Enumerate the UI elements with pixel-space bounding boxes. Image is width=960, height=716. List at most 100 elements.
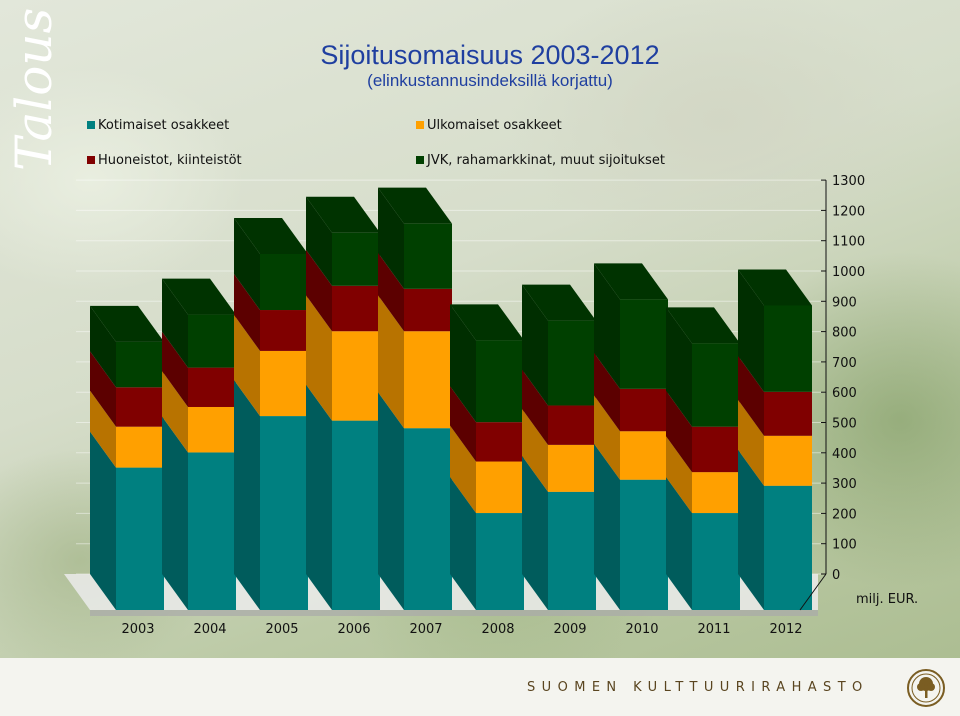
bar-side (378, 295, 404, 429)
bar-side (162, 331, 188, 407)
bar-side (594, 443, 620, 610)
x-tick-label: 2009 (553, 622, 586, 637)
y-tick-label: 600 (832, 386, 857, 401)
bar-segment (116, 467, 164, 610)
bar-side (666, 477, 692, 610)
x-tick-label: 2010 (625, 622, 658, 637)
bar-side (594, 352, 620, 432)
bar-side (522, 408, 548, 492)
bar-side (306, 384, 332, 610)
y-tick-label: 900 (832, 295, 857, 310)
bar-side (738, 355, 764, 436)
legend-label: JVK, rahamarkkinat, muut sijoitukset (427, 153, 665, 168)
bar-side (90, 305, 116, 388)
bar-top (594, 263, 668, 300)
bar-segment (764, 391, 812, 436)
bar-side (234, 380, 260, 610)
bar-segment (764, 485, 812, 610)
bar-segment (188, 406, 236, 453)
bar-side (666, 436, 692, 514)
bar-segment (764, 435, 812, 486)
bar-segment (692, 343, 740, 427)
x-tick-label: 2007 (409, 622, 442, 637)
bar-segment (188, 367, 236, 407)
legend-item-huoneistot: Huoneistot, kiinteistöt (87, 153, 242, 168)
bar-segment (620, 388, 668, 432)
legend-label: Ulkomaiset osakkeet (427, 118, 562, 133)
bar-side (738, 269, 764, 392)
bar-segment (404, 428, 452, 610)
legend-swatch-jvk (416, 156, 424, 164)
bar-side (234, 217, 260, 311)
x-tick-label: 2012 (769, 622, 802, 637)
bar-side (450, 425, 476, 514)
bar-top (450, 304, 524, 341)
bar-segment (188, 452, 236, 610)
bar-top (522, 284, 596, 321)
chart-title: Sijoitusomaisuus 2003-2012 (320, 40, 660, 70)
bar-segment (332, 420, 380, 610)
bar-segment (260, 253, 308, 311)
bar-side (450, 477, 476, 610)
bar-side (378, 187, 404, 289)
brand-name: SUOMEN KULTTUURIRAHASTO (527, 680, 869, 695)
chart-subtitle: (elinkustannusindeksillä korjattu) (367, 71, 613, 90)
x-tick-label: 2005 (265, 622, 298, 637)
bar-side (162, 278, 188, 368)
bar-top (306, 196, 380, 233)
legend-item-ulkomaiset: Ulkomaiset osakkeet (416, 118, 562, 133)
tree-seal-icon (907, 669, 945, 707)
bar-side (450, 386, 476, 462)
bar-side (306, 295, 332, 421)
bar-side (522, 455, 548, 610)
x-tick-label: 2006 (337, 622, 370, 637)
legend-swatch-huoneistot (87, 156, 95, 164)
y-tick-label: 500 (832, 417, 857, 432)
unit-label: milj. EUR. (856, 592, 919, 607)
bar-segment (548, 320, 596, 406)
bar-segment (188, 314, 236, 368)
bar-side (90, 351, 116, 427)
y-tick-label: 1200 (832, 204, 865, 219)
bar-segment (692, 426, 740, 473)
bar-segment (332, 232, 380, 286)
bar-segment (260, 416, 308, 610)
bar-side (234, 314, 260, 417)
x-tick-label: 2011 (697, 622, 730, 637)
y-tick-label: 0 (832, 568, 840, 583)
chart-floor-edge (90, 610, 818, 616)
bar-top (234, 217, 308, 254)
bar-segment (116, 387, 164, 427)
bar-segment (404, 223, 452, 289)
bar-top (666, 307, 740, 344)
bar-segment (476, 422, 524, 462)
bar-side (666, 307, 692, 427)
y-tick-label: 400 (832, 447, 857, 462)
legend-label: Huoneistot, kiinteistöt (98, 153, 242, 168)
footer-band (0, 658, 960, 716)
bar-segment (116, 426, 164, 468)
bar-segment (620, 299, 668, 389)
bar-segment (404, 331, 452, 429)
bar-side (306, 196, 332, 286)
y-tick-label: 1000 (832, 265, 865, 280)
y-tick-label: 800 (832, 326, 857, 341)
bar-top (162, 278, 236, 315)
bar-segment (764, 305, 812, 392)
y-tick-label: 200 (832, 507, 857, 522)
bar-segment (404, 288, 452, 332)
y-tick-label: 1300 (832, 174, 865, 189)
y-tick-label: 300 (832, 477, 857, 492)
bar-side (378, 392, 404, 610)
legend-item-jvk: JVK, rahamarkkinat, muut sijoitukset (416, 153, 665, 168)
bar-segment (692, 472, 740, 514)
legend-swatch-ulkomaiset (416, 121, 424, 129)
bar-segment (332, 285, 380, 332)
y-tick-label: 700 (832, 356, 857, 371)
bar-segment (116, 341, 164, 388)
bar-segment (548, 491, 596, 610)
bar-segment (476, 461, 524, 514)
legend-label: Kotimaiset osakkeet (98, 118, 230, 133)
bar-side (162, 416, 188, 610)
